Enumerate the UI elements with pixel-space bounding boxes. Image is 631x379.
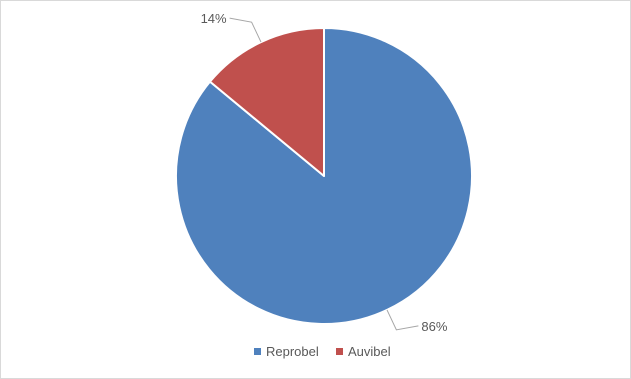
data-labels: 86% 14%: [201, 11, 448, 334]
legend-swatch-reprobel: [254, 348, 261, 355]
pie-slices: [175, 27, 473, 325]
leader-line-reprobel: [386, 309, 419, 331]
slice-auvibel: [208, 27, 325, 177]
legend-label-auvibel: Auvibel: [348, 344, 391, 359]
legend: Reprobel Auvibel: [254, 344, 391, 359]
data-label-auvibel: 14%: [201, 11, 227, 26]
leader-line-auvibel: [229, 17, 262, 43]
legend-label-reprobel: Reprobel: [266, 344, 319, 359]
data-label-reprobel: 86%: [421, 319, 447, 334]
legend-swatch-auvibel: [336, 348, 343, 355]
leader-lines: [229, 17, 419, 331]
